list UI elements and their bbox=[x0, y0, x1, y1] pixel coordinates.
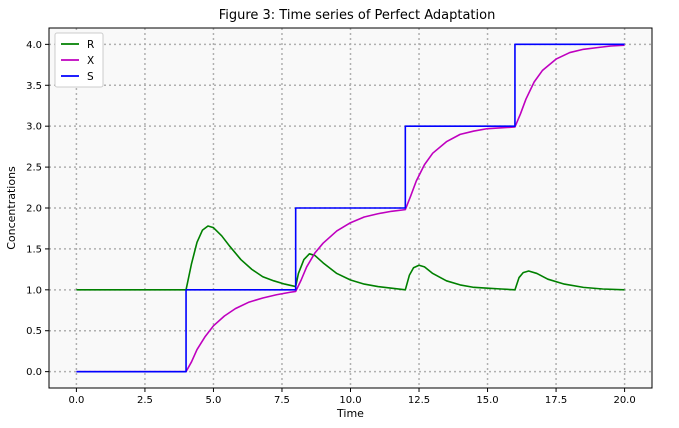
x-tick-label: 17.5 bbox=[545, 395, 567, 406]
legend-label: S bbox=[87, 71, 94, 83]
y-axis-ticks: 0.0 0.5 1.0 1.5 2.0 2.5 3.0 3.5 4.0 bbox=[26, 40, 49, 378]
x-tick-label: 7.5 bbox=[274, 395, 290, 406]
legend-label: X bbox=[87, 55, 94, 67]
x-tick-label: 5.0 bbox=[206, 395, 222, 406]
legend: RXS bbox=[54, 32, 104, 88]
y-tick-label: 1.0 bbox=[26, 285, 42, 296]
x-tick-label: 12.5 bbox=[408, 395, 430, 406]
y-tick-label: 1.5 bbox=[26, 244, 42, 255]
x-axis-label: Time bbox=[336, 407, 364, 420]
y-tick-label: 0.5 bbox=[26, 326, 42, 337]
x-tick-label: 20.0 bbox=[613, 395, 635, 406]
x-tick-label: 15.0 bbox=[476, 395, 498, 406]
x-tick-label: 2.5 bbox=[137, 395, 153, 406]
y-tick-label: 4.0 bbox=[26, 40, 42, 51]
series-line-x bbox=[76, 44, 625, 373]
y-tick-label: 2.0 bbox=[26, 204, 42, 215]
legend-label: R bbox=[87, 39, 94, 51]
series-line-s bbox=[76, 43, 625, 373]
series-line-r bbox=[76, 225, 625, 291]
series-lines bbox=[76, 43, 625, 373]
y-axis-label: Concentrations bbox=[5, 166, 18, 250]
y-tick-label: 3.0 bbox=[26, 122, 42, 133]
y-tick-label: 0.0 bbox=[26, 367, 42, 378]
x-tick-label: 10.0 bbox=[339, 395, 361, 406]
x-axis-ticks: 0.0 2.5 5.0 7.5 10.0 12.5 15.0 17.5 20.0 bbox=[68, 388, 636, 406]
y-tick-label: 3.5 bbox=[26, 81, 42, 92]
x-tick-label: 0.0 bbox=[68, 395, 84, 406]
y-tick-label: 2.5 bbox=[26, 163, 42, 174]
chart-title: Figure 3: Time series of Perfect Adaptat… bbox=[219, 8, 496, 23]
